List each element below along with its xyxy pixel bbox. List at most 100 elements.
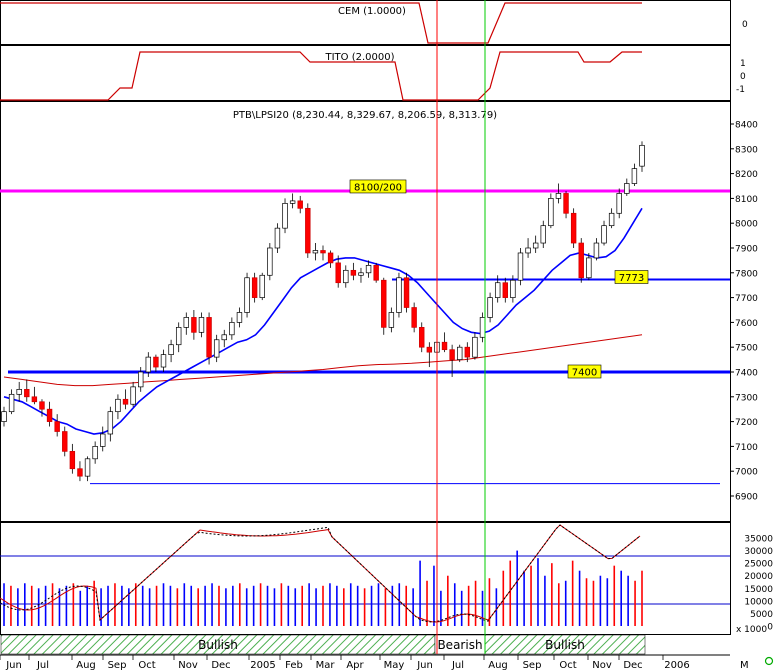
candle-up bbox=[358, 272, 364, 276]
candle-up bbox=[175, 327, 182, 346]
price-tick-label: 8300 bbox=[735, 145, 758, 155]
candle-down bbox=[297, 200, 303, 209]
candle-down bbox=[320, 250, 326, 254]
label-7400-box bbox=[567, 364, 602, 379]
volume-panel: 35000 30000 25000 20000 15000 10000 5000 0 x 10… bbox=[0, 522, 773, 635]
candle-down bbox=[54, 421, 60, 432]
candle-up bbox=[312, 250, 319, 254]
candle-up bbox=[16, 389, 22, 395]
volume-tick-label: 35000 bbox=[744, 535, 773, 545]
x-axis-label: Dec bbox=[211, 660, 230, 671]
candle-up bbox=[274, 227, 281, 249]
candle-up bbox=[1, 411, 7, 422]
candle-down bbox=[206, 317, 212, 358]
candle-up bbox=[213, 339, 220, 358]
candle-down bbox=[191, 317, 197, 333]
x-axis-label: Mar bbox=[316, 660, 336, 671]
candle-down bbox=[62, 431, 68, 452]
level-labels: 8100/200 7773 7400 bbox=[349, 179, 649, 379]
price-tick-label: 7600 bbox=[735, 319, 758, 329]
volume-tick-label: 25000 bbox=[744, 560, 773, 570]
candle-up bbox=[472, 336, 478, 358]
x-axis-label: Jun bbox=[5, 660, 22, 671]
candle-up bbox=[282, 203, 288, 229]
candle-down bbox=[77, 468, 83, 477]
cem-line bbox=[0, 2, 642, 44]
candle-up bbox=[457, 346, 463, 360]
label-7400: 7400 bbox=[572, 368, 597, 379]
price-axis: 8400 8300 8200 8100 8000 7900 7800 7700 7600 7500… bbox=[730, 121, 758, 503]
volume-oscillator bbox=[0, 524, 641, 623]
candle-up bbox=[229, 322, 235, 336]
x-axis: Jun Jul Aug Sep Oct Nov Dec 2005 Feb Mar Apr May Jun… bbox=[0, 654, 730, 671]
candle-up bbox=[115, 398, 121, 413]
candle-up bbox=[396, 277, 402, 313]
volume-tick-label: 15000 bbox=[744, 585, 773, 595]
volume-tick-label: 10000 bbox=[744, 597, 773, 607]
oscillator-signal-line bbox=[0, 524, 641, 623]
candles bbox=[1, 141, 645, 482]
candle-up bbox=[517, 252, 524, 281]
candle-up bbox=[84, 458, 91, 477]
x-axis-label: Jun bbox=[416, 660, 433, 671]
candle-up bbox=[548, 198, 554, 227]
price-tick-label: 7900 bbox=[735, 245, 758, 255]
candle-up bbox=[168, 344, 174, 355]
cem-label: CEM (1.0000) bbox=[338, 6, 406, 17]
candle-up bbox=[343, 269, 349, 284]
tito-tick-0: 0 bbox=[740, 72, 746, 82]
candle-down bbox=[563, 193, 569, 214]
candle-up bbox=[388, 312, 395, 328]
x-axis-label: Jul bbox=[451, 660, 464, 671]
tito-tick-minus1: -1 bbox=[736, 85, 745, 95]
signal-label-bullish-1: Bullish bbox=[198, 638, 238, 652]
tito-series-line bbox=[0, 51, 642, 101]
price-tick-label: 7800 bbox=[735, 269, 758, 279]
tito-tick-1: 1 bbox=[740, 59, 746, 69]
candle-down bbox=[403, 277, 410, 308]
candle-up bbox=[198, 317, 205, 333]
x-axis-label: May bbox=[384, 660, 405, 671]
candle-up bbox=[608, 212, 615, 227]
tito-panel: TITO (2.0000) 1 0 -1 bbox=[0, 45, 746, 101]
candle-up bbox=[586, 257, 592, 279]
price-panel: PTB\LPSI20 (8,230.44, 8,329.67, 8,206.59… bbox=[0, 101, 758, 522]
candle-down bbox=[31, 396, 38, 403]
tito-line bbox=[0, 51, 642, 101]
cem-panel: CEM (1.0000) 0 bbox=[0, 0, 748, 45]
volume-tick-label: 30000 bbox=[744, 547, 773, 557]
candle-up bbox=[8, 393, 15, 413]
candle-up bbox=[631, 168, 638, 184]
price-tick-label: 8200 bbox=[735, 170, 758, 180]
status-circle-icon bbox=[764, 656, 774, 666]
price-tick-label: 8100 bbox=[735, 195, 758, 205]
candle-down bbox=[251, 277, 258, 298]
candle-up bbox=[267, 247, 273, 276]
volume-bars bbox=[3, 550, 643, 626]
candle-up bbox=[221, 334, 227, 341]
candle-up bbox=[616, 193, 622, 214]
tito-label: TITO (2.0000) bbox=[324, 52, 394, 63]
x-axis-label: Nov bbox=[592, 660, 612, 671]
price-tick-label: 7200 bbox=[735, 418, 758, 428]
volume-tick-label: 20000 bbox=[744, 572, 773, 582]
x-axis-label: Jul bbox=[36, 660, 49, 671]
candle-down bbox=[411, 307, 417, 328]
candle-up bbox=[494, 282, 501, 298]
price-tick-label: 7500 bbox=[735, 344, 758, 354]
candle-up bbox=[525, 247, 531, 254]
candle-up bbox=[593, 242, 600, 259]
x-axis-label: Sep bbox=[108, 660, 127, 671]
candle-down bbox=[449, 349, 455, 360]
candle-down bbox=[373, 265, 379, 281]
candle-up bbox=[510, 279, 516, 298]
candle-down bbox=[305, 207, 311, 254]
candle-up bbox=[236, 312, 243, 323]
candle-down bbox=[441, 341, 448, 351]
x-axis-label: 2006 bbox=[664, 660, 689, 671]
candle-up bbox=[130, 386, 136, 405]
candle-down bbox=[327, 252, 334, 264]
price-tick-label: 8000 bbox=[735, 220, 758, 230]
candle-up bbox=[138, 371, 144, 388]
candle-down bbox=[426, 346, 433, 353]
